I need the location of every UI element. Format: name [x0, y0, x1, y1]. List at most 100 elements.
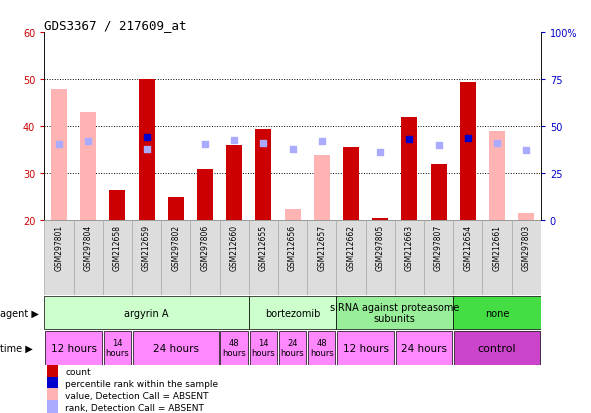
Text: 24
hours: 24 hours: [281, 338, 304, 358]
Bar: [395, 331, 452, 365]
Bar: [518, 214, 534, 221]
Text: 24 hours: 24 hours: [152, 343, 199, 353]
Text: GSM297802: GSM297802: [171, 225, 180, 271]
Bar: [336, 221, 366, 295]
Bar: [44, 296, 249, 330]
Text: GSM297803: GSM297803: [522, 225, 531, 271]
Bar: [249, 221, 278, 295]
Text: GSM212656: GSM212656: [288, 225, 297, 271]
Text: bortezomib: bortezomib: [265, 308, 320, 318]
Bar: [372, 218, 388, 221]
Text: 14
hours: 14 hours: [105, 338, 129, 358]
Bar: [424, 221, 453, 295]
Bar: [197, 169, 213, 221]
Text: none: none: [485, 308, 509, 318]
Bar: [219, 221, 249, 295]
Point: [83, 139, 93, 145]
Text: GSM212657: GSM212657: [317, 225, 326, 271]
Bar: [489, 132, 505, 221]
Bar: [249, 296, 336, 330]
Bar: [279, 331, 306, 365]
Bar: [47, 389, 58, 401]
Bar: [45, 331, 102, 365]
Text: argyrin A: argyrin A: [124, 308, 169, 318]
Bar: [255, 129, 271, 221]
Text: GSM297806: GSM297806: [200, 225, 209, 271]
Text: GSM212661: GSM212661: [492, 225, 501, 271]
Bar: [47, 365, 58, 377]
Bar: [138, 80, 155, 221]
Text: GSM212662: GSM212662: [346, 225, 355, 271]
Bar: [73, 221, 103, 295]
Text: value, Detection Call = ABSENT: value, Detection Call = ABSENT: [65, 391, 209, 400]
Bar: [44, 221, 73, 295]
Bar: [47, 377, 58, 389]
Bar: [249, 331, 277, 365]
Text: GSM297805: GSM297805: [376, 225, 385, 271]
Bar: [343, 148, 359, 221]
Text: siRNA against proteasome
subunits: siRNA against proteasome subunits: [330, 302, 459, 324]
Text: percentile rank within the sample: percentile rank within the sample: [65, 379, 218, 388]
Point: [317, 139, 326, 145]
Point: [375, 149, 385, 156]
Bar: [336, 296, 453, 330]
Bar: [453, 296, 541, 330]
Bar: [190, 221, 219, 295]
Point: [492, 140, 502, 147]
Text: 12 hours: 12 hours: [50, 343, 96, 353]
Bar: [512, 221, 541, 295]
Bar: [109, 190, 125, 221]
Point: [521, 147, 531, 154]
Bar: [430, 164, 447, 221]
Bar: [284, 209, 301, 221]
Point: [229, 138, 239, 145]
Bar: [168, 197, 184, 221]
Text: GSM212654: GSM212654: [463, 225, 472, 271]
Text: 48
hours: 48 hours: [222, 338, 246, 358]
Bar: [454, 331, 540, 365]
Text: control: control: [478, 343, 517, 353]
Point: [288, 146, 297, 153]
Bar: [47, 401, 58, 413]
Point: [54, 142, 64, 148]
Point: [142, 134, 151, 141]
Bar: [366, 221, 395, 295]
Text: GSM297801: GSM297801: [54, 225, 63, 271]
Bar: [103, 331, 131, 365]
Bar: [453, 221, 482, 295]
Bar: [133, 331, 219, 365]
Bar: [220, 331, 248, 365]
Bar: [482, 221, 512, 295]
Bar: [132, 221, 161, 295]
Text: GSM297807: GSM297807: [434, 225, 443, 271]
Bar: [307, 221, 336, 295]
Text: GSM212655: GSM212655: [259, 225, 268, 271]
Text: 12 hours: 12 hours: [343, 343, 388, 353]
Bar: [401, 118, 417, 221]
Bar: [395, 221, 424, 295]
Text: agent ▶: agent ▶: [0, 308, 39, 318]
Bar: [161, 221, 190, 295]
Point: [200, 142, 210, 148]
Point: [405, 137, 414, 143]
Text: 14
hours: 14 hours: [251, 338, 275, 358]
Text: 24 hours: 24 hours: [401, 343, 447, 353]
Point: [142, 146, 151, 153]
Text: GSM297804: GSM297804: [84, 225, 93, 271]
Bar: [278, 221, 307, 295]
Text: GSM212658: GSM212658: [113, 225, 122, 271]
Point: [434, 142, 443, 149]
Text: GDS3367 / 217609_at: GDS3367 / 217609_at: [44, 19, 187, 32]
Bar: [308, 331, 336, 365]
Text: GSM212660: GSM212660: [230, 225, 239, 271]
Bar: [337, 331, 394, 365]
Text: rank, Detection Call = ABSENT: rank, Detection Call = ABSENT: [65, 403, 204, 411]
Bar: [80, 113, 96, 221]
Bar: [460, 82, 476, 221]
Bar: [51, 89, 67, 221]
Text: GSM212663: GSM212663: [405, 225, 414, 271]
Bar: [314, 155, 330, 221]
Text: 48
hours: 48 hours: [310, 338, 334, 358]
Text: GSM212659: GSM212659: [142, 225, 151, 271]
Text: time ▶: time ▶: [0, 343, 33, 353]
